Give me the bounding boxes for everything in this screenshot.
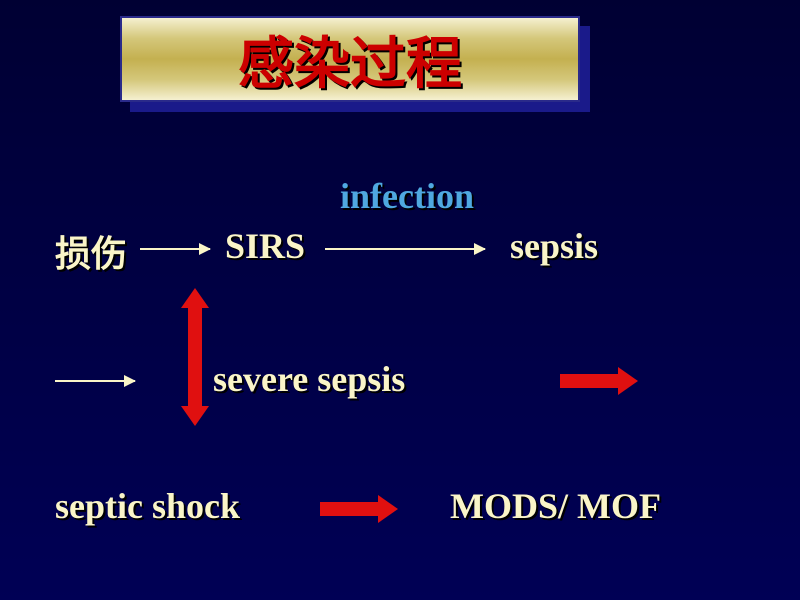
arrow-severe-out [560,374,620,388]
label-infection: infection [340,175,474,217]
arrow-into-severe [55,380,135,382]
arrowhead-down-icon [181,406,209,426]
arrowhead-up-icon [181,288,209,308]
arrow-injury-sirs [140,248,210,250]
title-box: 感染过程 [120,16,580,102]
arrow-shaft [188,306,202,406]
title-text: 感染过程 [238,19,462,100]
label-mods: MODS/ MOF [450,485,661,527]
arrow-shock-mods [320,502,380,516]
label-sepsis: sepsis [510,225,598,267]
arrow-double-vertical [181,306,209,406]
label-shock: septic shock [55,485,240,527]
label-injury: 损伤 [55,225,127,277]
label-sirs: SIRS [225,225,305,267]
arrow-sirs-sepsis [325,248,485,250]
label-severe: severe sepsis [213,358,405,400]
